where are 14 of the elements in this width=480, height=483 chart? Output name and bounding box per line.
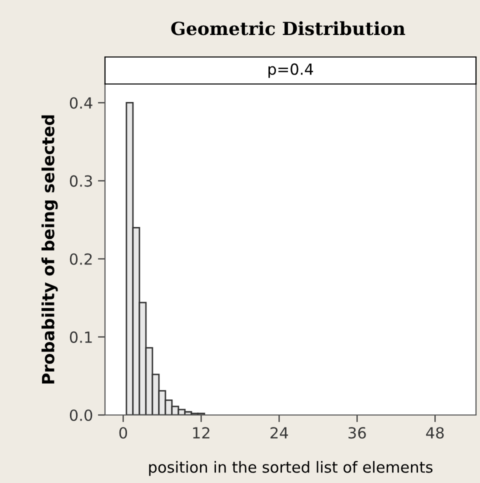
x-tick-label: 24 [270,427,288,438]
x-axis-title: position in the sorted list of elements [149,461,432,476]
y-tick-label: 0.0 [70,409,92,422]
x-tick-label: 0 [119,427,128,439]
x-tick-label: 12 [193,427,210,438]
y-axis-title: Probability of being selected [42,115,58,384]
chart-subtitle: p=0.4 [268,63,314,78]
x-tick-label: 48 [426,427,444,439]
x-tick-label: 36 [348,427,366,439]
y-tick-label: 0.4 [70,97,92,109]
y-tick-label: 0.2 [70,253,92,265]
y-tick-label: 0.1 [70,331,92,343]
y-tick-label: 0.3 [70,175,92,187]
chart-title: Geometric Distribution [171,21,406,36]
